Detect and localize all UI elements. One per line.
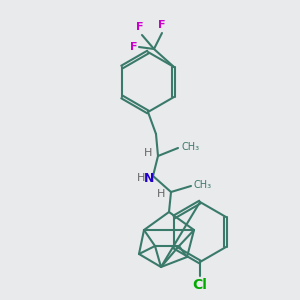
Text: H: H (137, 173, 145, 183)
Text: CH₃: CH₃ (181, 142, 199, 152)
Text: F: F (158, 20, 166, 30)
Text: H: H (144, 148, 152, 158)
Text: N: N (144, 172, 154, 184)
Text: CH₃: CH₃ (194, 180, 212, 190)
Text: F: F (130, 42, 138, 52)
Text: F: F (136, 22, 144, 32)
Text: Cl: Cl (193, 278, 207, 292)
Text: H: H (157, 189, 165, 199)
